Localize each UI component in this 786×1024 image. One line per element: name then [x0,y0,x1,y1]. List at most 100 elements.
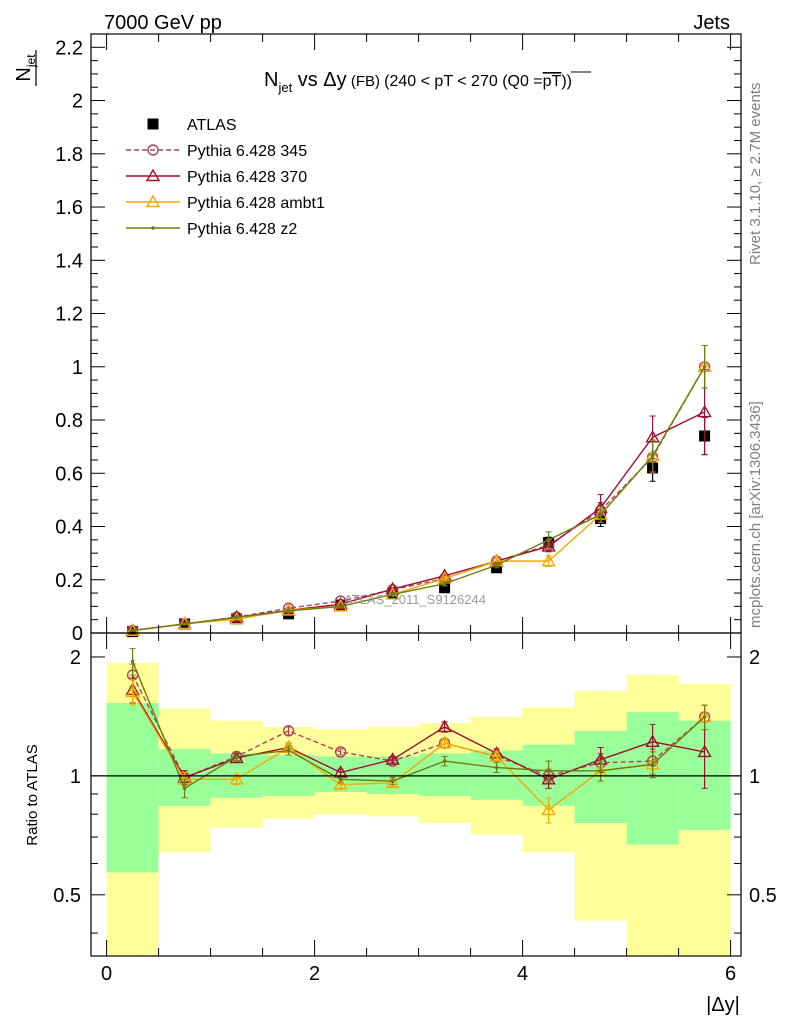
data-point [130,659,135,664]
data-point [334,746,347,758]
data-point [598,769,603,773]
data-point [229,750,244,764]
data-point [130,628,135,633]
legend-label: Pythia 6.428 370 [187,169,307,186]
legend-marker [145,168,161,182]
y-tick-label: 1.4 [55,250,83,272]
ratio-uncertainty-bands [106,663,731,956]
data-point [697,744,712,758]
title-small: (FB) [347,73,385,90]
data-point [697,404,712,418]
data-point [229,771,244,785]
main-plot-panel: 0 0.2 0.4 0.6 0.8 1 1.2 1.4 1.6 1.8 2 2.2 ATLAS_201… [55,33,742,645]
data-point [338,604,343,609]
svg-text:Njet: Njet [13,54,38,82]
ylabel-den: N [13,67,35,81]
ratio-xlabel: |Δy| [706,994,740,1016]
data-point [437,719,452,733]
ratio-plot-panel: 0.5 0.5 1 1 2 2 0 2 4 6 [53,632,777,985]
legend-marker [151,226,155,230]
side-label-lower: mcplots.cern.ch [arXiv:1306.3436] [747,401,764,628]
title-rest: vs Δy [292,69,346,91]
ratio-y-tick-label: 0.5 [53,885,81,907]
title-close: )) [561,73,572,90]
header-right-label: Jets [693,12,730,34]
main-plot-data [125,344,712,638]
data-point [442,581,447,586]
legend-label: Pythia 6.428 345 [187,143,307,160]
data-point [125,684,140,698]
legend: ATLAS Pythia 6.428 345 Pythia 6.428 370 Pyt… [126,117,325,238]
legend-marker [147,144,159,156]
data-point [489,749,504,762]
ratio-y-tick-label-right: 2 [749,647,760,669]
data-point [442,759,447,763]
ratio-frame-box [90,632,742,957]
watermark-label: ATLAS_2011_S9126244 [344,592,486,607]
green-band [106,702,159,873]
legend-marker [147,118,159,130]
series-line [131,661,706,790]
data-point [182,622,187,626]
title-n: N [264,69,278,91]
y-tick-label: 1.6 [55,197,83,219]
data-point [390,779,395,783]
data-point [390,592,395,597]
x-tick-label: 6 [725,963,736,985]
data-point [234,615,239,620]
data-point [598,512,603,517]
legend-label: ATLAS [187,117,237,134]
data-point [541,771,556,785]
ratio-plot-data [125,648,712,824]
title-sub: jet [277,80,292,95]
data-point [541,553,556,567]
data-point [650,762,655,767]
data-point [385,752,400,765]
ratio-y-tick-label: 1 [70,766,81,788]
title-cut: (240 < pT < 270 (Q0 = [384,73,542,90]
data-point [541,539,556,552]
x-tick-label: 0 [101,963,112,985]
ratio-ylabel: Ratio to ATLAS [24,744,41,845]
data-point [385,775,400,789]
data-point [645,734,660,747]
legend-label: Pythia 6.428 z2 [187,221,297,238]
y-tick-label: 1.8 [55,144,83,166]
data-point [182,786,187,791]
y-tick-label: 2 [72,91,83,113]
data-point [286,609,291,613]
data-point [437,735,452,749]
series-line [132,366,706,632]
y-tick-label: 0.6 [55,463,83,485]
legend-label: Pythia 6.428 ambt1 [187,195,325,212]
data-point [546,769,551,773]
plot-title: Njet vs Δy (FB) (240 < pT < 270 (Q0 =pT)… [264,69,572,95]
data-point [702,715,707,719]
ratio-y-tick-label-right: 1 [749,766,760,788]
ratio-y-tick-label: 2 [70,647,81,669]
y-tick-label: 1 [72,357,83,379]
data-point [702,364,707,369]
side-label-upper: Rivet 3.1.10, ≥ 2.7M events [747,83,764,266]
main-ylabel: Njet [13,50,38,86]
data-point [439,582,451,594]
y-tick-label: 2.2 [55,37,83,59]
data-point [282,725,295,737]
header-left-label: 7000 GeV pp [104,12,222,34]
legend-marker [145,194,161,208]
ratio-plot-axes: 0.5 0.5 1 1 2 2 0 2 4 6 [53,632,777,985]
main-plot-axes: 0 0.2 0.4 0.6 0.8 1 1.2 1.4 1.6 1.8 2 2.2 [55,34,741,645]
data-point [333,596,348,610]
y-tick-label: 0.2 [55,570,83,592]
data-point [333,777,348,790]
data-point [338,777,343,782]
data-point [650,454,655,458]
x-tick-label: 4 [517,963,528,985]
data-point [546,538,551,542]
title-bar: pT [543,73,562,90]
series-line [131,674,706,779]
ylabel-den-sub: jet [24,54,38,68]
data-point [541,802,556,816]
x-tick-label: 2 [309,963,320,985]
